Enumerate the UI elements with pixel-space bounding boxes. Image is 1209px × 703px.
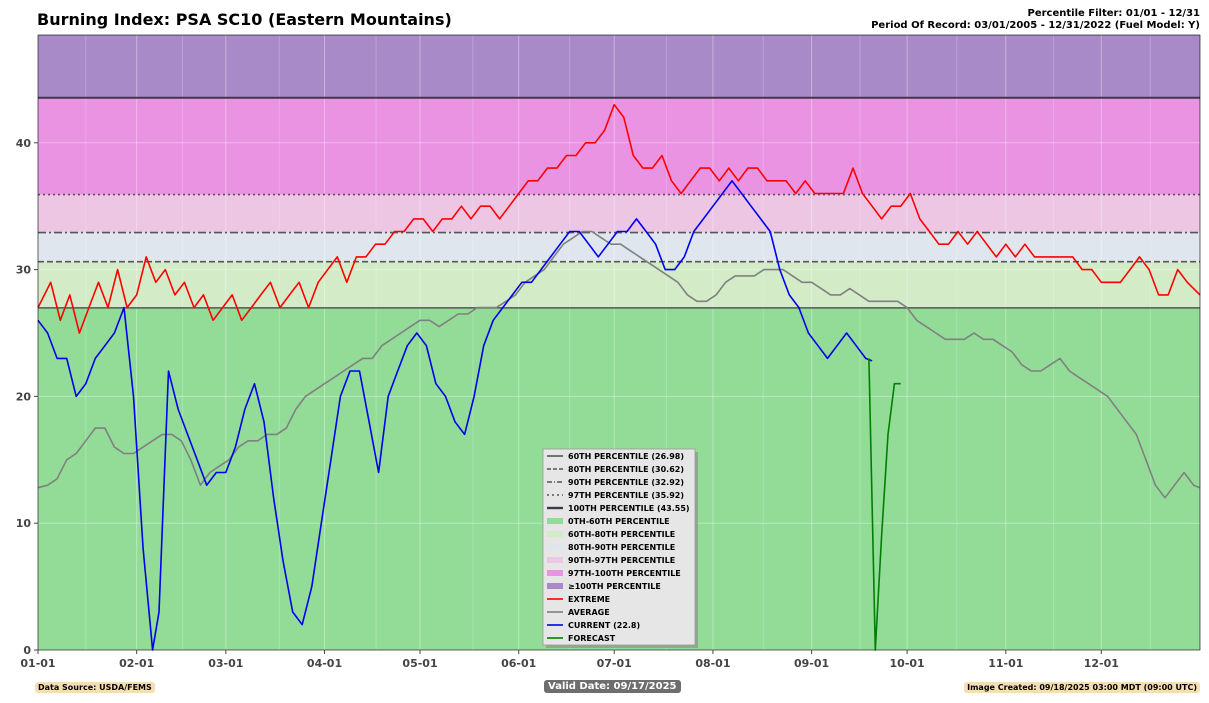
axes: 0 10 20 30 40 01-01 02-01 03-01 04-01 05-01 06-01 0… — [16, 34, 1201, 670]
legend-swatch — [547, 570, 563, 576]
band-2 — [38, 232, 1200, 262]
band-4 — [38, 97, 1200, 195]
legend-label: EXTREME — [568, 595, 610, 604]
x-tick-label: 04-01 — [307, 657, 342, 670]
x-tick-label: 03-01 — [208, 657, 243, 670]
legend-label: 80TH-90TH PERCENTILE — [568, 543, 675, 552]
band-3 — [38, 194, 1200, 233]
data-series — [37, 103, 1201, 651]
legend-label: 97TH-100TH PERCENTILE — [568, 569, 681, 578]
legend-label: CURRENT (22.8) — [568, 621, 640, 630]
period-of-record: Period Of Record: 03/01/2005 - 12/31/202… — [871, 20, 1200, 31]
y-tick-label: 20 — [16, 390, 32, 403]
x-tick-label: 02-01 — [119, 657, 154, 670]
legend-label: 60TH PERCENTILE (26.98) — [568, 452, 684, 461]
legend-label: ≥100TH PERCENTILE — [568, 582, 661, 591]
x-tick-label: 01-01 — [20, 657, 55, 670]
legend: 60TH PERCENTILE (26.98) 80TH PERCENTILE (… — [542, 448, 698, 648]
x-tick-label: 12-01 — [1084, 657, 1119, 670]
x-tick-label: 09-01 — [794, 657, 829, 670]
legend-box — [542, 448, 696, 646]
x-tick-label: 06-01 — [501, 657, 536, 670]
legend-swatch — [547, 544, 563, 550]
legend-swatch — [547, 531, 563, 537]
y-tick-label: 30 — [16, 264, 32, 277]
page-title: Burning Index: PSA SC10 (Eastern Mountai… — [37, 10, 452, 29]
legend-label: 0TH-60TH PERCENTILE — [568, 517, 670, 526]
legend-label: 100TH PERCENTILE (43.55) — [568, 504, 690, 513]
x-tick-label: 10-01 — [890, 657, 925, 670]
band-5 — [38, 35, 1200, 98]
data-source-badge: Data Source: USDA/FEMS — [35, 682, 155, 693]
image-created-badge: Image Created: 09/18/2025 03:00 MDT (09:… — [964, 682, 1200, 693]
band-1 — [38, 261, 1200, 308]
legend-label: 90TH PERCENTILE (32.92) — [568, 478, 684, 487]
percentile-lines — [38, 96, 1200, 309]
x-tick-label: 08-01 — [695, 657, 730, 670]
valid-date-badge: Valid Date: 09/17/2025 — [544, 680, 681, 693]
x-tick-label: 11-01 — [988, 657, 1023, 670]
legend-label: 60TH-80TH PERCENTILE — [568, 530, 675, 539]
legend-label: 90TH-97TH PERCENTILE — [568, 556, 675, 565]
series-line-3 — [868, 358, 901, 651]
legend-label: AVERAGE — [568, 608, 610, 617]
legend-label: 80TH PERCENTILE (30.62) — [568, 465, 684, 474]
legend-swatch — [547, 557, 563, 563]
legend-label: FORECAST — [568, 634, 616, 643]
y-tick-label: 0 — [23, 644, 31, 657]
legend-swatch — [547, 583, 563, 589]
series-line-2 — [37, 180, 873, 651]
x-tick-label: 05-01 — [402, 657, 437, 670]
legend-label: 97TH PERCENTILE (35.92) — [568, 491, 684, 500]
y-tick-label: 40 — [16, 137, 32, 150]
plot-frame — [37, 34, 1201, 651]
legend-swatch — [547, 518, 563, 524]
percentile-bands — [38, 35, 1200, 650]
y-tick-label: 10 — [16, 517, 32, 530]
x-tick-label: 07-01 — [597, 657, 632, 670]
chart-meta: Percentile Filter: 01/01 - 12/31 Period … — [871, 8, 1200, 32]
series-line-0 — [37, 103, 1201, 334]
percentile-filter: Percentile Filter: 01/01 - 12/31 — [1027, 8, 1200, 19]
